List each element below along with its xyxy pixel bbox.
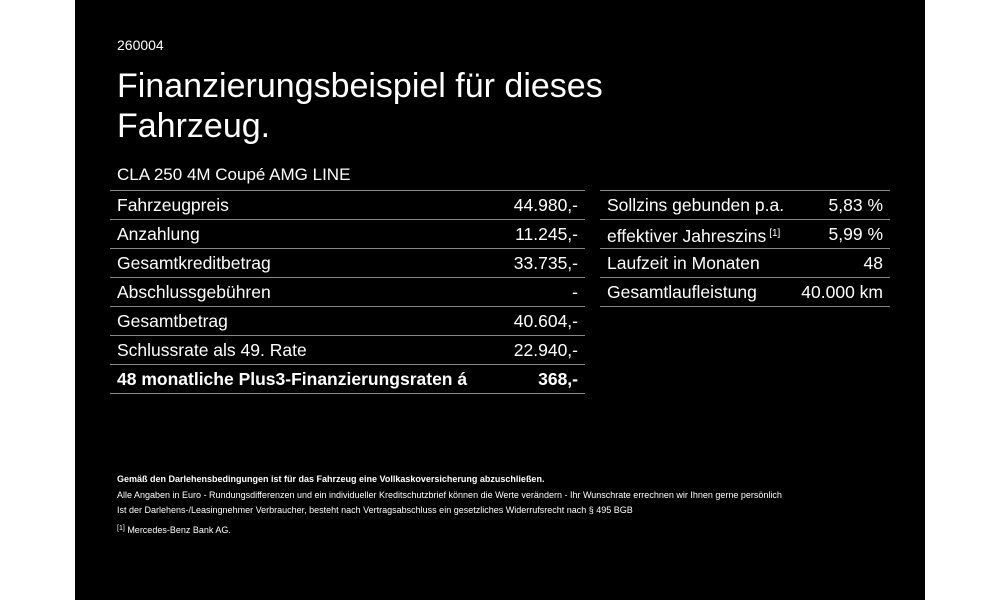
row-label: 48 monatliche Plus3-Finanzierungsraten á bbox=[117, 369, 468, 389]
row-value: 368,- bbox=[538, 369, 578, 389]
row-value: 5,99 % bbox=[828, 224, 883, 244]
row-value: 48 bbox=[863, 253, 883, 273]
table-row: Gesamtkreditbetrag 33.735,- bbox=[110, 249, 585, 278]
footer-line: Ist der Darlehens-/Leasingnehmer Verbrau… bbox=[117, 505, 633, 515]
footer-line: Alle Angaben in Euro - Rundungsdifferenz… bbox=[117, 490, 782, 500]
footnote: [1] Mercedes-Benz Bank AG. bbox=[117, 525, 231, 535]
row-value: 40.000 km bbox=[801, 282, 883, 302]
row-label: effektiver Jahreszins [1] bbox=[607, 220, 780, 250]
footer-bold: Gemäß den Darlehensbedingungen ist für d… bbox=[117, 474, 545, 484]
table-row: Sollzins gebunden p.a. 5,83 % bbox=[600, 191, 890, 220]
footnote-mark: [1] bbox=[117, 525, 125, 532]
model-name: CLA 250 4M Coupé AMG LINE bbox=[117, 165, 351, 184]
row-label: Gesamtlaufleistung bbox=[607, 278, 757, 306]
row-value: 33.735,- bbox=[513, 253, 578, 273]
label-text: Gesamtlaufleistung bbox=[607, 282, 757, 302]
table-row: 48 monatliche Plus3-Finanzierungsraten á… bbox=[110, 365, 585, 394]
label-text: Laufzeit in Monaten bbox=[607, 253, 760, 273]
table-row: Abschlussgebühren - bbox=[110, 278, 585, 307]
row-value: 40.604,- bbox=[513, 311, 578, 331]
table-row: Schlussrate als 49. Rate 22.940,- bbox=[110, 336, 585, 365]
label-text: Sollzins gebunden p.a. bbox=[607, 195, 785, 215]
table-row: Gesamtlaufleistung 40.000 km bbox=[600, 278, 890, 307]
row-label: Gesamtkreditbetrag bbox=[117, 253, 271, 273]
row-label: Laufzeit in Monaten bbox=[607, 249, 760, 277]
row-label: Abschlussgebühren bbox=[117, 282, 271, 302]
row-label: Gesamtbetrag bbox=[117, 311, 228, 331]
footnote-ref: [1] bbox=[769, 228, 781, 239]
right-table: Sollzins gebunden p.a. 5,83 % effektiver J… bbox=[600, 190, 890, 307]
vehicle-code: 260004 bbox=[117, 37, 164, 53]
left-table: Fahrzeugpreis 44.980,- Anzahlung 11.245,- Ge… bbox=[110, 190, 585, 394]
table-row: effektiver Jahreszins [1] 5,99 % bbox=[600, 220, 890, 249]
row-value: 22.940,- bbox=[513, 340, 578, 360]
row-value: 11.245,- bbox=[515, 224, 578, 244]
table-row: Laufzeit in Monaten 48 bbox=[600, 249, 890, 278]
row-value: 44.980,- bbox=[513, 195, 578, 215]
row-label: Sollzins gebunden p.a. bbox=[607, 191, 784, 219]
table-row: Anzahlung 11.245,- bbox=[110, 220, 585, 249]
row-value: 5,83 % bbox=[828, 195, 883, 215]
row-label: Anzahlung bbox=[117, 224, 200, 244]
row-value: - bbox=[572, 282, 578, 302]
label-text: effektiver Jahreszins bbox=[607, 226, 767, 246]
row-label: Fahrzeugpreis bbox=[117, 195, 229, 215]
footnote-text: Mercedes-Benz Bank AG. bbox=[127, 525, 231, 535]
finance-panel: 260004 Finanzierungsbeispiel für dieses … bbox=[75, 0, 925, 600]
row-label: Schlussrate als 49. Rate bbox=[117, 340, 307, 360]
table-row: Fahrzeugpreis 44.980,- bbox=[110, 191, 585, 220]
title: Finanzierungsbeispiel für dieses Fahrzeu… bbox=[117, 67, 603, 145]
table-row: Gesamtbetrag 40.604,- bbox=[110, 307, 585, 336]
